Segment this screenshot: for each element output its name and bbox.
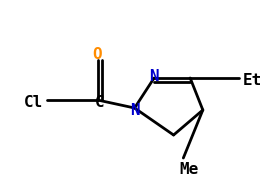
Text: O: O — [93, 46, 102, 61]
Text: Cl: Cl — [23, 95, 43, 110]
Text: C: C — [95, 95, 104, 110]
Text: N: N — [149, 68, 159, 83]
Text: Me: Me — [180, 162, 199, 177]
Text: N: N — [130, 102, 139, 117]
Text: Et: Et — [243, 73, 262, 88]
